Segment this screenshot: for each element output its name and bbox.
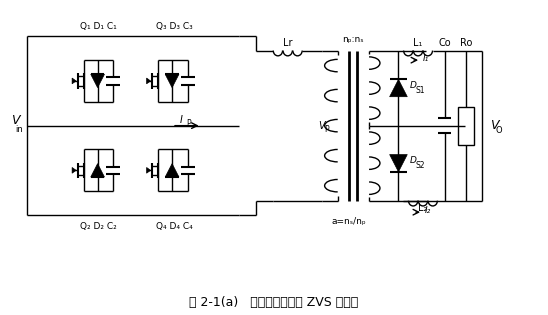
Polygon shape bbox=[147, 168, 151, 173]
Text: Q₄ D₄ C₄: Q₄ D₄ C₄ bbox=[156, 222, 192, 231]
Polygon shape bbox=[165, 164, 179, 177]
Polygon shape bbox=[91, 74, 105, 88]
Text: Lr: Lr bbox=[283, 38, 293, 48]
Text: P: P bbox=[324, 125, 329, 134]
Polygon shape bbox=[390, 79, 407, 97]
Text: I: I bbox=[180, 115, 183, 125]
Bar bbox=[458, 106, 474, 145]
Text: 图 2-1(a)   改进型移相全桥 ZVS 主电路: 图 2-1(a) 改进型移相全桥 ZVS 主电路 bbox=[190, 296, 358, 309]
Text: Q₂ D₂ C₂: Q₂ D₂ C₂ bbox=[80, 222, 117, 231]
Polygon shape bbox=[165, 74, 179, 88]
Polygon shape bbox=[147, 78, 151, 84]
Text: D: D bbox=[410, 81, 417, 90]
Text: nₚ:nₛ: nₚ:nₛ bbox=[342, 35, 364, 43]
Text: V: V bbox=[11, 114, 20, 127]
Text: Ro: Ro bbox=[460, 38, 472, 48]
Text: V: V bbox=[319, 121, 326, 131]
Text: V: V bbox=[489, 119, 498, 132]
Text: Co: Co bbox=[438, 38, 451, 48]
Text: S2: S2 bbox=[415, 161, 425, 169]
Text: L₁: L₁ bbox=[413, 38, 423, 48]
Polygon shape bbox=[72, 78, 76, 84]
Text: Q₁ D₁ C₁: Q₁ D₁ C₁ bbox=[80, 22, 117, 31]
Text: S1: S1 bbox=[415, 85, 425, 94]
Text: P: P bbox=[186, 119, 190, 128]
Text: Q₃ D₃ C₃: Q₃ D₃ C₃ bbox=[156, 22, 192, 31]
Polygon shape bbox=[72, 168, 76, 173]
Polygon shape bbox=[91, 164, 105, 177]
Text: I₂: I₂ bbox=[425, 206, 431, 215]
Text: D: D bbox=[410, 156, 417, 165]
Text: I₁: I₁ bbox=[423, 54, 429, 63]
Text: in: in bbox=[15, 125, 23, 134]
Text: O: O bbox=[495, 126, 502, 135]
Polygon shape bbox=[390, 155, 407, 172]
Text: L₂: L₂ bbox=[418, 203, 427, 213]
Text: a=nₛ/nₚ: a=nₛ/nₚ bbox=[331, 217, 366, 226]
